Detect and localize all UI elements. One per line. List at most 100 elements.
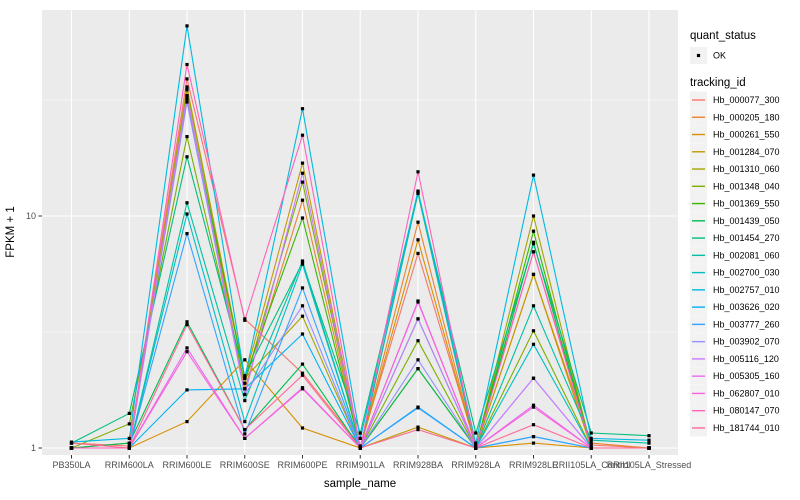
data-point bbox=[243, 399, 247, 403]
x-tick-label: RRII105LA_Control bbox=[552, 460, 630, 470]
data-point bbox=[647, 434, 651, 438]
y-axis-title: FPKM + 1 bbox=[5, 206, 17, 257]
data-point bbox=[69, 441, 74, 445]
data-point bbox=[127, 411, 131, 415]
data-point bbox=[185, 135, 189, 139]
legend-label-tracking-id: Hb_003777_260 bbox=[713, 319, 780, 329]
data-point bbox=[185, 388, 189, 392]
data-point bbox=[185, 323, 189, 327]
axis-ticks bbox=[38, 215, 650, 459]
data-point bbox=[300, 161, 305, 165]
data-point bbox=[358, 446, 362, 450]
legend-label-tracking-id: Hb_002081_060 bbox=[713, 250, 780, 260]
data-point bbox=[358, 431, 362, 435]
data-point bbox=[127, 441, 131, 445]
ok-point-icon bbox=[696, 53, 701, 58]
data-point bbox=[185, 155, 189, 159]
legend-keys: Hb_000077_300 Hb_000205_180 Hb_000261_550 H… bbox=[690, 91, 780, 437]
x-tick-label: RRIM901LA bbox=[336, 460, 385, 470]
data-point bbox=[647, 441, 651, 445]
data-point bbox=[300, 180, 305, 184]
x-tick-label: RRIM928LA bbox=[451, 460, 500, 470]
x-tick-label: RRIM928LE bbox=[509, 460, 558, 470]
data-point bbox=[474, 431, 478, 435]
data-point bbox=[185, 320, 189, 324]
legend-label-tracking-id: Hb_001348_040 bbox=[713, 181, 780, 191]
data-point bbox=[531, 214, 536, 218]
data-point bbox=[300, 304, 305, 308]
data-point bbox=[127, 422, 131, 426]
data-point bbox=[243, 318, 247, 322]
data-point bbox=[300, 262, 305, 266]
data-point bbox=[589, 436, 593, 440]
data-point bbox=[243, 374, 247, 378]
legend-label-tracking-id: Hb_000077_300 bbox=[713, 95, 780, 105]
data-point bbox=[243, 358, 247, 362]
y-tick-label: 1 bbox=[31, 443, 36, 453]
data-point bbox=[185, 62, 189, 67]
legend-label-ok: OK bbox=[713, 51, 726, 61]
data-point bbox=[300, 373, 305, 377]
y-tick-label: 10 bbox=[26, 211, 36, 221]
data-point bbox=[416, 358, 420, 362]
legend-label-tracking-id: Hb_003626_020 bbox=[713, 302, 780, 312]
data-point bbox=[531, 376, 536, 380]
data-point bbox=[416, 428, 420, 432]
data-point bbox=[531, 441, 536, 445]
data-point bbox=[531, 403, 536, 407]
data-point bbox=[185, 100, 189, 104]
data-point bbox=[531, 173, 536, 177]
x-tick-label: PB350LA bbox=[52, 460, 90, 470]
data-points bbox=[69, 24, 651, 450]
data-point bbox=[185, 232, 189, 236]
data-point bbox=[185, 201, 189, 205]
data-point bbox=[531, 405, 536, 409]
data-point bbox=[589, 446, 593, 450]
data-point bbox=[474, 446, 478, 450]
data-point bbox=[243, 381, 247, 385]
data-point bbox=[589, 431, 593, 435]
data-point bbox=[531, 342, 536, 346]
data-point bbox=[300, 259, 305, 263]
data-point bbox=[416, 317, 420, 321]
x-tick-label: RRIM600SE bbox=[220, 460, 270, 470]
data-point bbox=[531, 250, 536, 254]
data-point bbox=[531, 435, 536, 439]
data-point bbox=[531, 304, 536, 308]
legend-label-tracking-id: Hb_000205_180 bbox=[713, 112, 780, 122]
data-point bbox=[185, 88, 189, 92]
data-point bbox=[358, 436, 362, 440]
data-point bbox=[416, 220, 420, 224]
data-point bbox=[300, 426, 305, 430]
data-point bbox=[127, 436, 131, 440]
data-point bbox=[243, 432, 247, 436]
data-point bbox=[416, 238, 420, 242]
data-point bbox=[300, 332, 305, 336]
data-point bbox=[185, 212, 189, 216]
data-point bbox=[416, 251, 420, 255]
legend-label-tracking-id: Hb_181744_010 bbox=[713, 423, 780, 433]
data-point bbox=[243, 376, 247, 380]
data-point bbox=[185, 85, 189, 89]
data-point bbox=[243, 436, 247, 440]
data-point bbox=[127, 446, 131, 450]
legend-label-tracking-id: Hb_001310_060 bbox=[713, 164, 780, 174]
x-tick-label: RRIM600LA bbox=[105, 460, 154, 470]
data-point bbox=[300, 387, 305, 391]
data-point bbox=[300, 107, 305, 111]
data-point bbox=[531, 329, 536, 333]
x-tick-label: RRIM600LE bbox=[162, 460, 211, 470]
data-point bbox=[531, 229, 536, 233]
data-point bbox=[416, 406, 420, 410]
legend-label-tracking-id: Hb_005116_120 bbox=[713, 354, 779, 364]
data-point bbox=[243, 392, 247, 397]
y-tick-labels: 1 10 bbox=[26, 211, 36, 453]
legend-label-tracking-id: Hb_003902_070 bbox=[713, 337, 780, 347]
data-point bbox=[243, 420, 247, 424]
data-point bbox=[300, 286, 305, 290]
data-point bbox=[185, 350, 189, 354]
legend-label-tracking-id: Hb_001284_070 bbox=[713, 147, 780, 157]
data-point bbox=[300, 171, 305, 175]
